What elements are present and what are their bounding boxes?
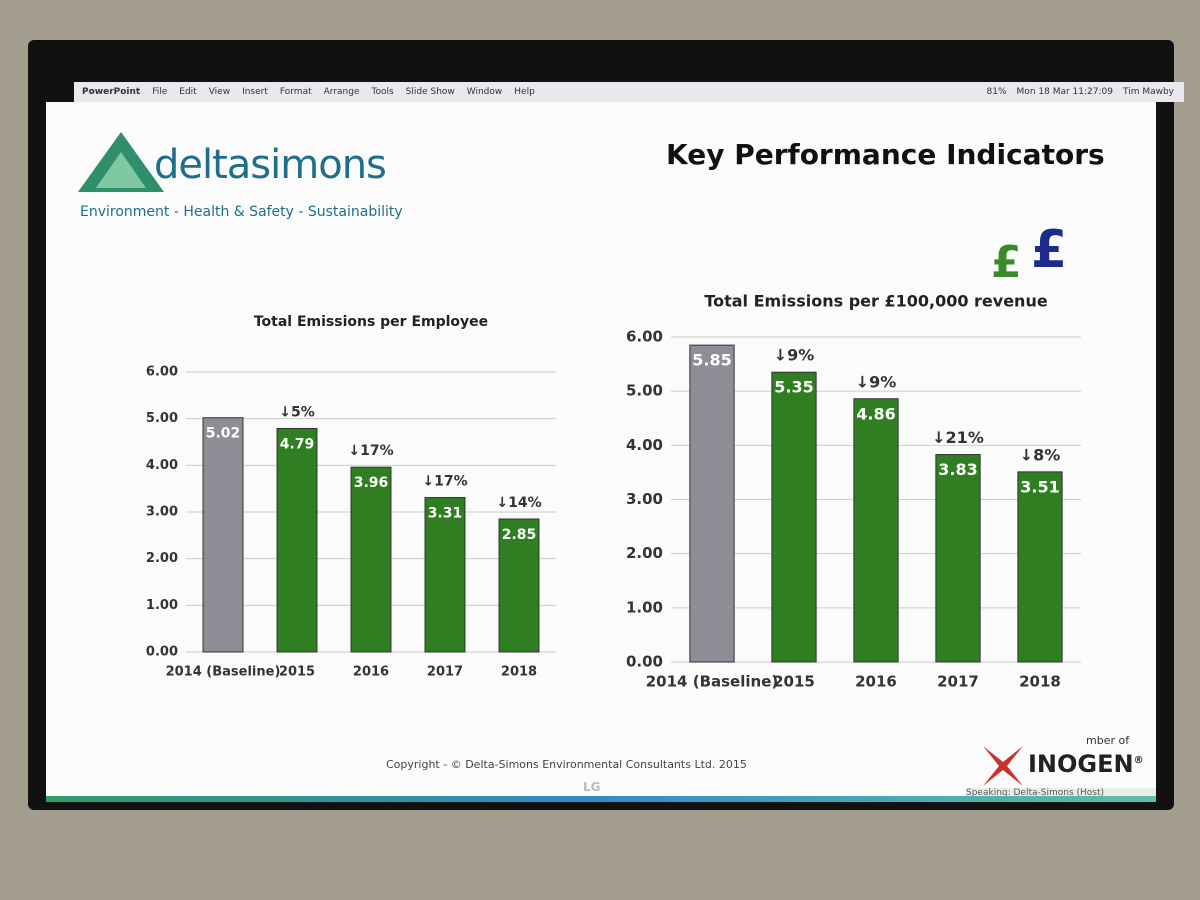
x-tick-label: 2018 [501,665,537,680]
y-tick-label: 6.00 [626,328,663,346]
footer-stripe [46,796,1156,802]
y-tick-label: 3.00 [146,505,178,520]
y-tick-label: 3.00 [626,490,663,508]
y-tick-label: 4.00 [626,436,663,454]
chart-title: Total Emissions per £100,000 revenue [704,292,1048,311]
menu-item[interactable]: Help [514,87,535,97]
y-tick-label: 5.00 [146,411,178,426]
x-tick-label: 2016 [353,665,389,680]
x-tick-label: 2017 [937,673,979,691]
menu-item[interactable]: View [208,87,231,97]
menu-bar: PowerPoint File Edit View Insert Format … [74,82,1184,102]
pound-icon: £ [991,237,1022,288]
menu-item[interactable]: Edit [179,87,197,97]
y-tick-label: 0.00 [626,653,663,671]
x-tick-label: 2015 [773,673,815,691]
clock: Mon 18 Mar 11:27:09 [1016,87,1113,97]
menu-item[interactable]: File [152,87,168,97]
change-label: ↓9% [774,346,815,365]
y-tick-label: 0.00 [146,645,178,660]
menu-item[interactable]: Tools [371,87,394,97]
menu-item[interactable]: Slide Show [405,87,455,97]
value-label: 5.85 [692,351,731,370]
value-label: 3.96 [354,475,389,491]
bar [350,466,392,653]
partner-name: INOGEN [1028,750,1134,778]
value-label: 4.79 [280,436,315,452]
chart: Total Emissions per Employee 0.00 1.00 2.00… [146,314,556,680]
bar [771,371,817,663]
change-label: ↓17% [348,443,393,459]
logo-text: deltasimons [154,142,387,188]
bar [498,518,540,653]
value-label: 5.35 [774,378,813,397]
change-label: ↓8% [1020,445,1061,464]
menu-item[interactable]: Arrange [323,87,360,97]
change-label: ↓5% [279,404,315,420]
chart: Total Emissions per £100,000 revenue 0.00… [626,292,1081,691]
tv: PowerPoint File Edit View Insert Format … [28,40,1184,810]
slide-title: Key Performance Indicators [666,138,1105,171]
member-of: mber of [1086,734,1130,747]
change-label: ↓17% [422,474,467,490]
menu-item[interactable]: PowerPoint [82,87,141,97]
logo-mark [78,132,164,192]
menu-item[interactable]: Window [466,87,503,97]
bar [276,427,318,653]
x-tick-label: 2016 [855,673,897,691]
y-tick-label: 4.00 [146,458,178,473]
value-label: 5.02 [206,426,241,442]
value-label: 4.86 [856,404,895,423]
x-tick-label: 2014 (Baseline) [166,665,281,680]
x-tick-label: 2018 [1019,673,1061,691]
x-tick-label: 2017 [427,665,463,680]
menu-item[interactable]: Insert [242,87,268,97]
value-label: 3.83 [938,460,977,479]
value-label: 3.31 [428,506,463,522]
partner-mark [983,746,1023,786]
y-tick-label: 2.00 [626,544,663,562]
bar [689,344,735,663]
tagline: Environment - Health & Safety - Sustaina… [80,204,403,220]
slide: deltasimons Environment - Health & Safet… [46,102,1156,802]
x-tick-label: 2015 [279,665,315,680]
menu-item[interactable]: Format [279,87,312,97]
bar [1017,471,1063,663]
registered: ® [1133,755,1144,766]
bar [853,398,899,663]
value-label: 2.85 [502,527,537,543]
pound-icon: £ [1031,220,1068,280]
change-label: ↓9% [856,372,897,391]
copyright: Copyright - © Delta-Simons Environmental… [386,758,747,771]
change-label: ↓21% [932,428,984,447]
chart-title: Total Emissions per Employee [254,314,488,330]
y-tick-label: 1.00 [146,598,178,613]
bar [202,417,244,653]
change-label: ↓14% [496,495,541,511]
status-bar: Speaking: Delta-Simons (Host) [966,788,1156,798]
y-tick-label: 5.00 [626,382,663,400]
value-label: 3.51 [1020,477,1059,496]
y-tick-label: 6.00 [146,365,178,380]
tv-brand: LG [583,780,601,794]
x-tick-label: 2014 (Baseline) [646,673,778,691]
y-tick-label: 1.00 [626,598,663,616]
bar [935,454,981,663]
user[interactable]: Tim Mawby [1122,87,1174,97]
battery: 81% [986,87,1007,97]
y-tick-label: 2.00 [146,551,178,566]
partner-logo: INOGEN® [1028,750,1144,778]
bar [424,497,466,653]
